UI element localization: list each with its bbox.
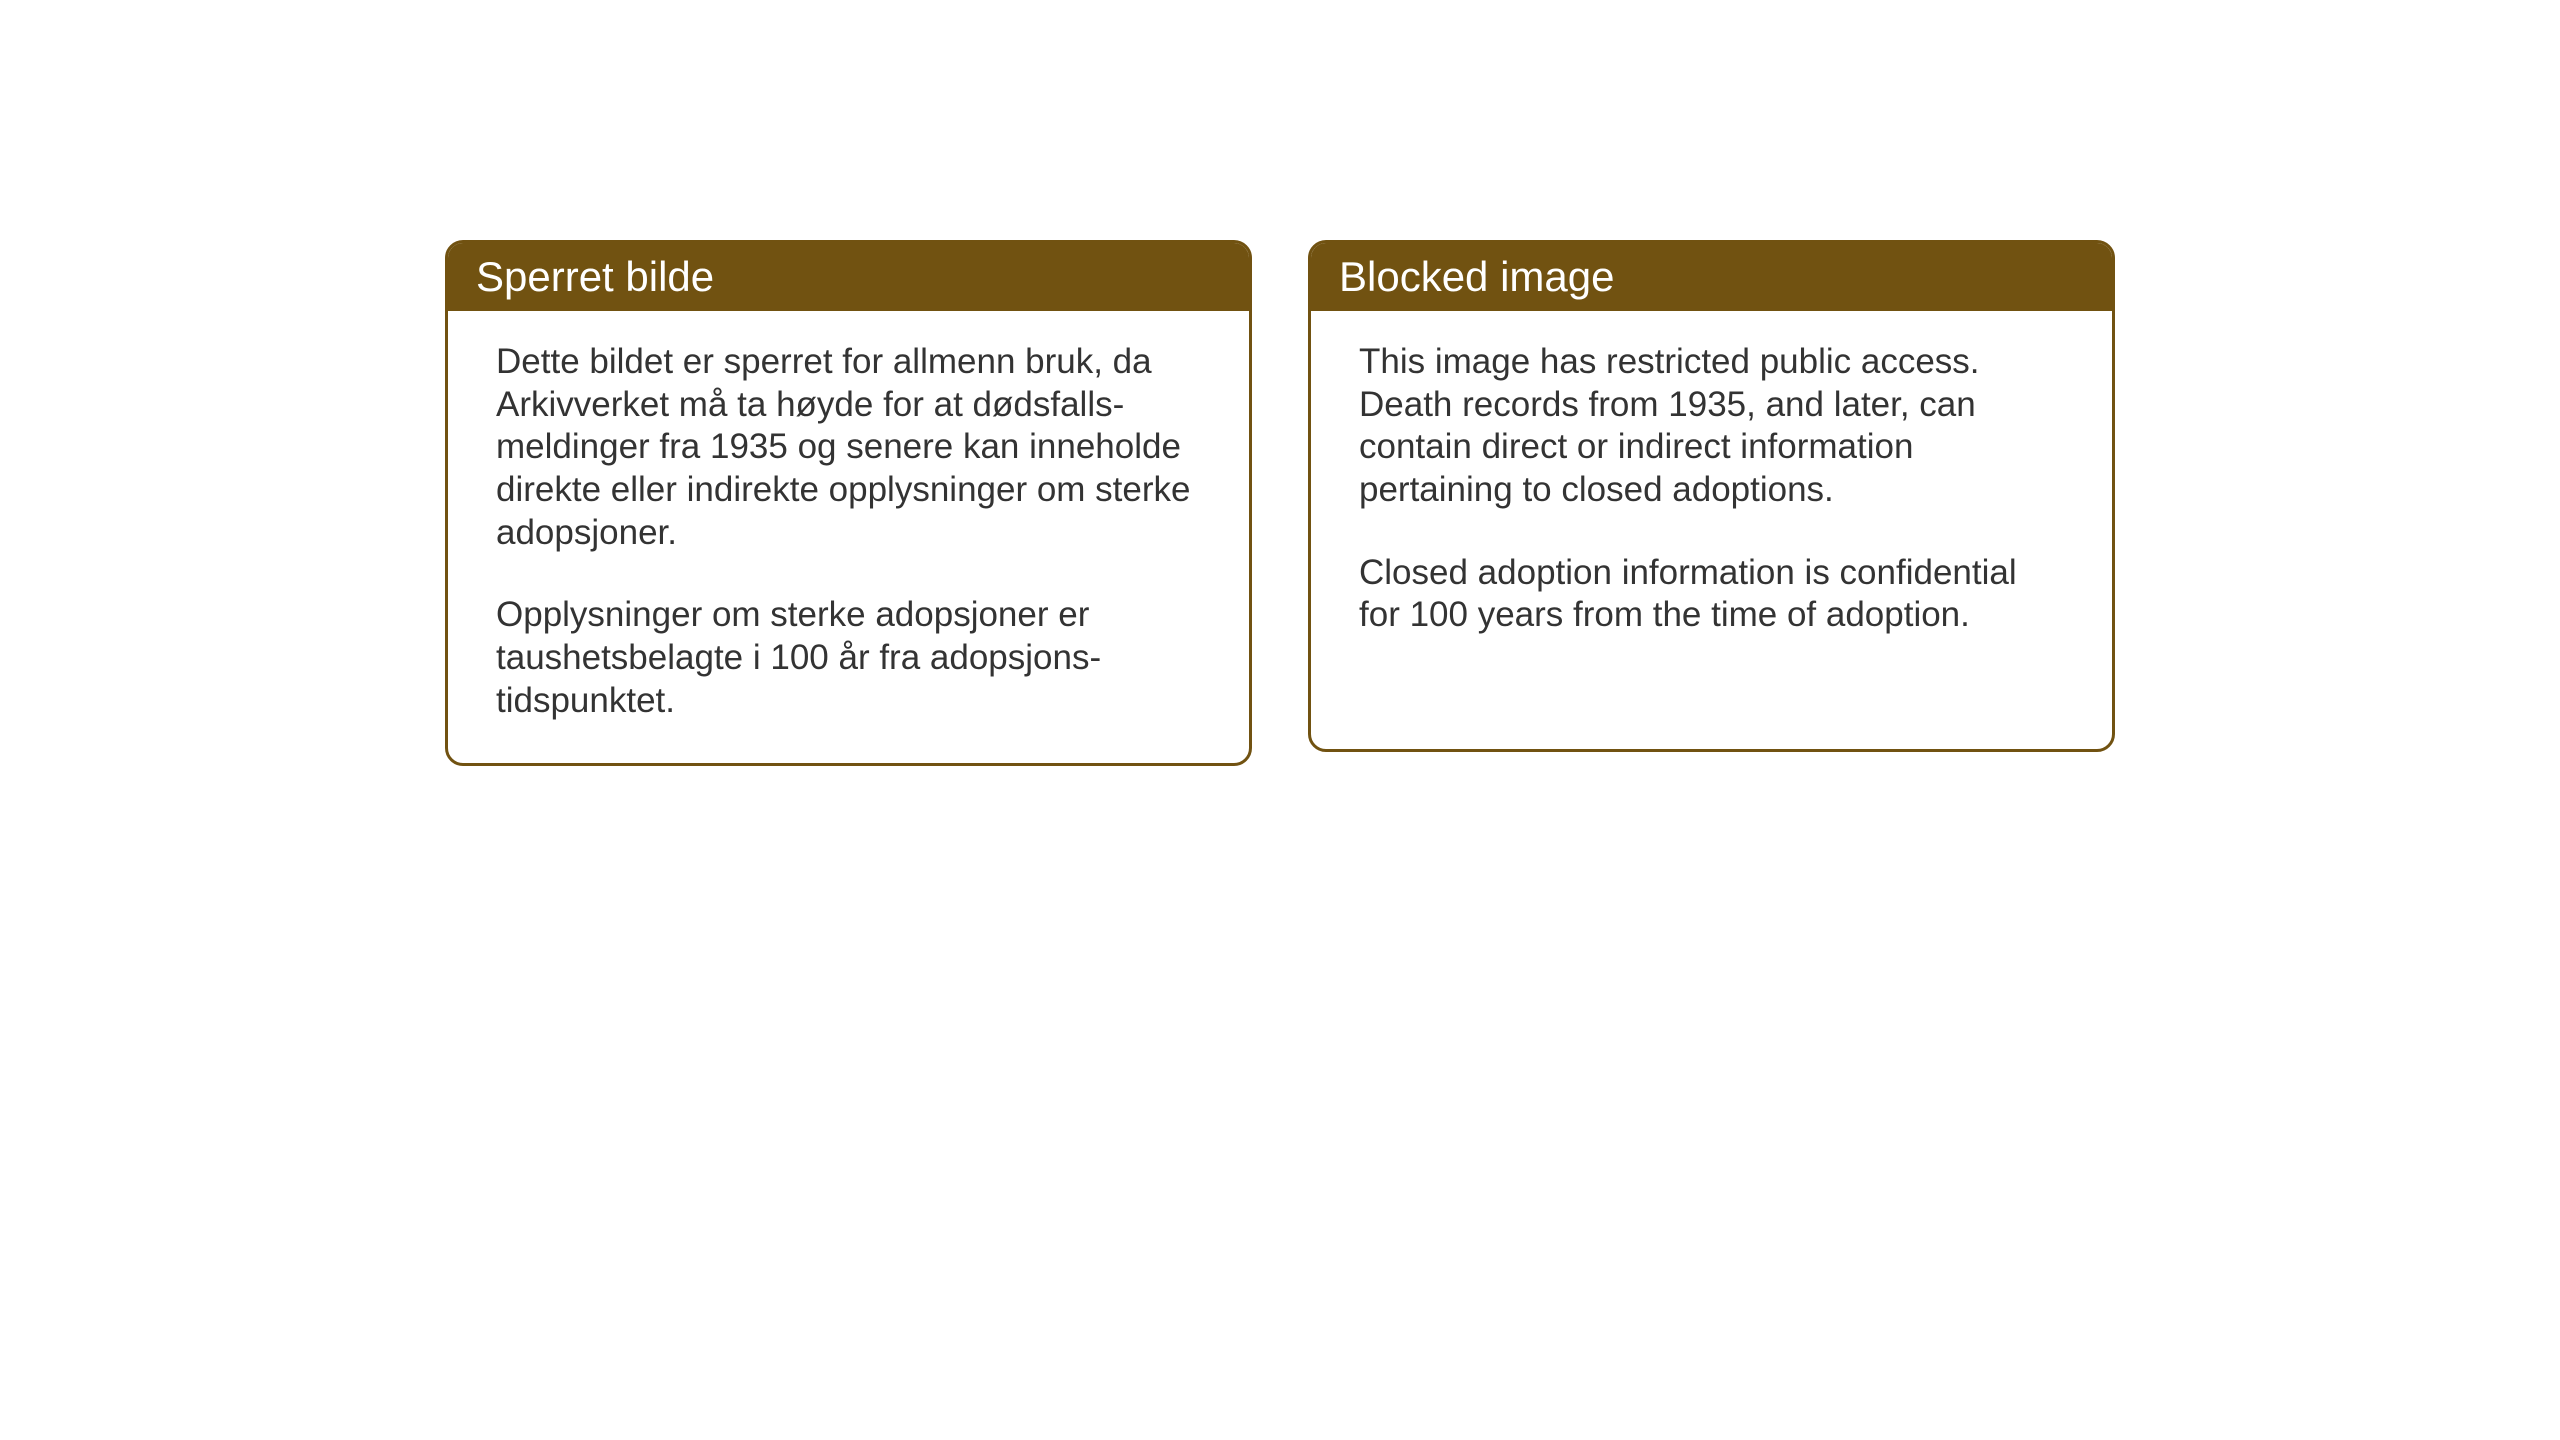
notice-header-english: Blocked image bbox=[1311, 243, 2112, 311]
notice-body-norwegian: Dette bildet er sperret for allmenn bruk… bbox=[448, 311, 1249, 763]
notice-box-norwegian: Sperret bilde Dette bildet er sperret fo… bbox=[445, 240, 1252, 766]
notice-paragraph-2-english: Closed adoption information is confident… bbox=[1359, 552, 2064, 637]
notice-paragraph-2-norwegian: Opplysninger om sterke adopsjoner er tau… bbox=[496, 594, 1201, 722]
notice-box-english: Blocked image This image has restricted … bbox=[1308, 240, 2115, 752]
notice-header-norwegian: Sperret bilde bbox=[448, 243, 1249, 311]
notice-title-norwegian: Sperret bilde bbox=[476, 253, 714, 300]
notice-paragraph-1-english: This image has restricted public access.… bbox=[1359, 341, 2064, 512]
notice-container: Sperret bilde Dette bildet er sperret fo… bbox=[445, 240, 2115, 766]
notice-body-english: This image has restricted public access.… bbox=[1311, 311, 2112, 677]
notice-title-english: Blocked image bbox=[1339, 253, 1614, 300]
notice-paragraph-1-norwegian: Dette bildet er sperret for allmenn bruk… bbox=[496, 341, 1201, 554]
